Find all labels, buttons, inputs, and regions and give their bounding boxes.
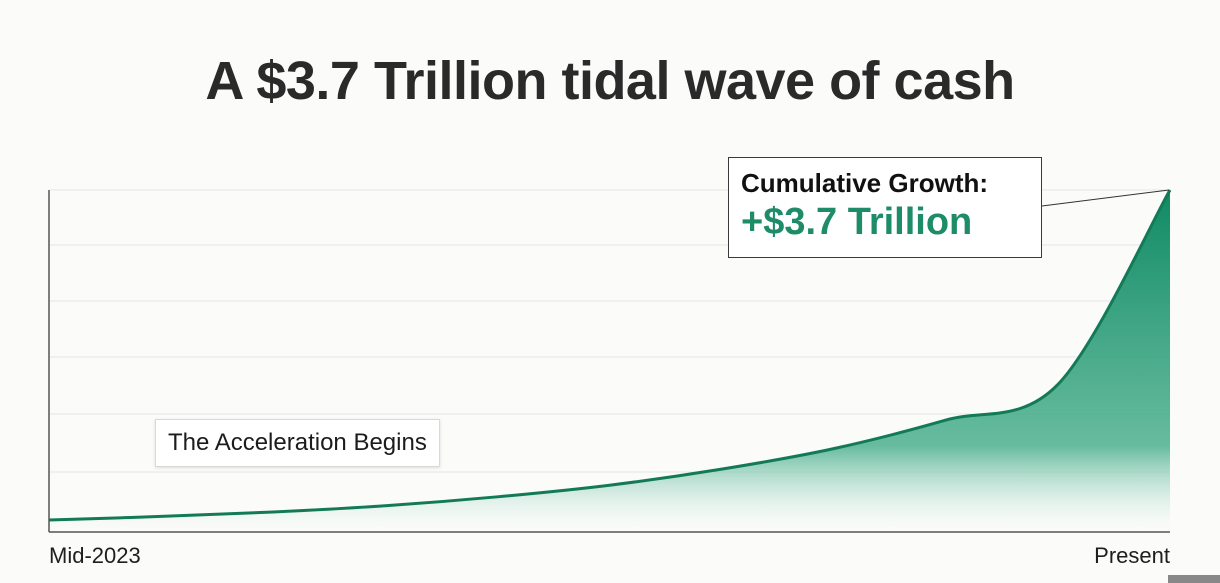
callout-heading: Cumulative Growth: [741, 168, 989, 198]
acceleration-annotation: The Acceleration Begins [155, 419, 440, 467]
annotation-label: The Acceleration Begins [168, 429, 427, 456]
series-line [48, 189, 1172, 522]
x-tick-label-end: Present [1094, 543, 1170, 568]
scroll-handle [1168, 575, 1220, 583]
callout-leader-line [1041, 189, 1170, 207]
area-fill [49, 190, 1170, 532]
x-tick-label-start: Mid-2023 [49, 543, 141, 568]
cumulative-growth-callout: Cumulative Growth: +$3.7 Trillion [728, 157, 1042, 258]
chart-title: A $3.7 Trillion tidal wave of cash [205, 51, 1015, 111]
callout-value: +$3.7 Trillion [741, 201, 973, 243]
